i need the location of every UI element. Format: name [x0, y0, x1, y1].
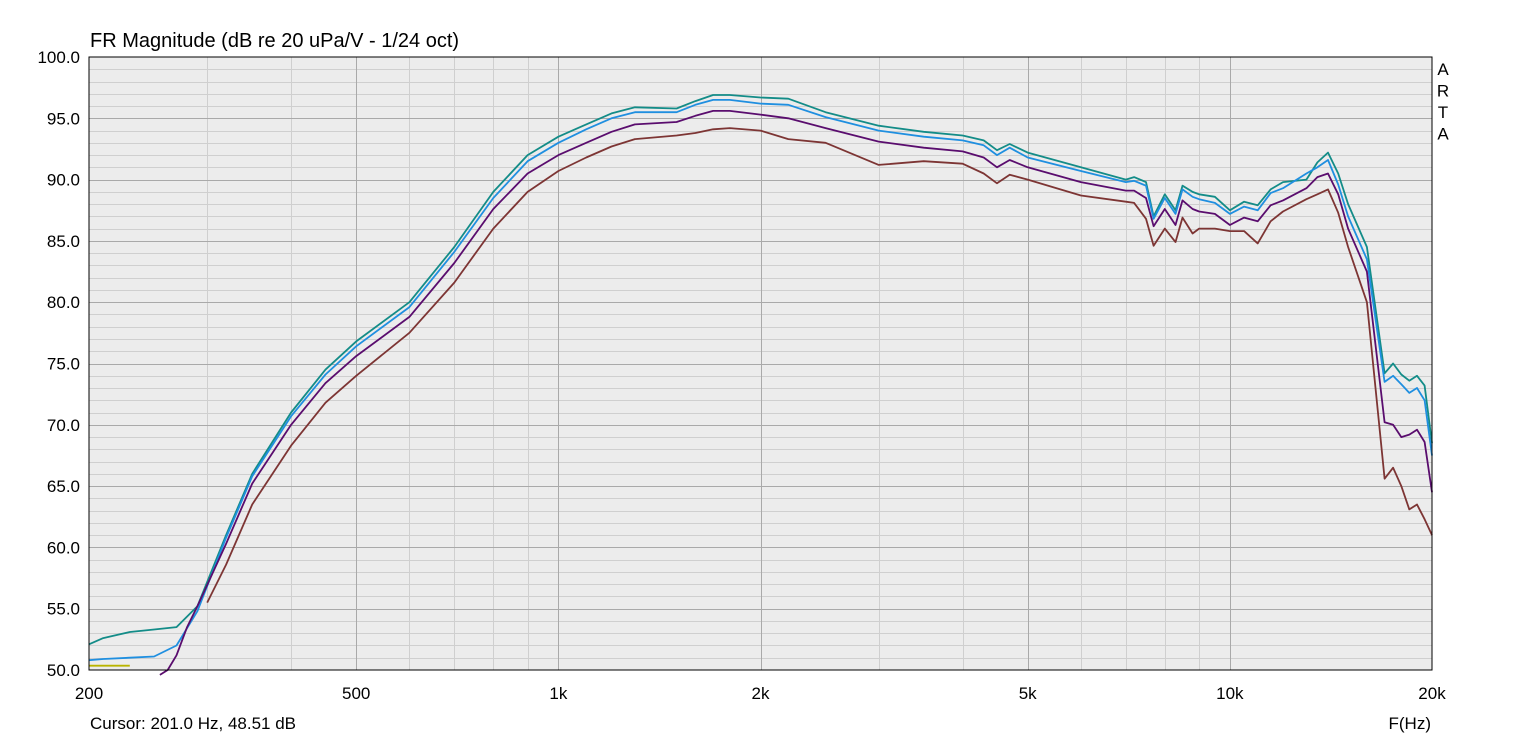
watermark-letter: R [1437, 82, 1449, 101]
y-axis-tick-labels: 50.0 55.0 60.0 65.0 70.0 75.0 80.0 85.0 90.0 95.0… [37, 48, 80, 680]
x-tick-label: 1k [549, 684, 567, 703]
plot-frame [88, 56, 1433, 671]
x-tick-label: 20k [1418, 684, 1446, 703]
minor-gridlines [89, 57, 1432, 670]
y-tick-label: 90.0 [47, 171, 80, 190]
y-tick-label: 100.0 [37, 48, 80, 67]
series-line-2 [88, 99, 1433, 662]
series-line-4 [206, 127, 1433, 604]
y-tick-label: 95.0 [47, 109, 80, 128]
x-tick-label: 200 [75, 684, 103, 703]
y-tick-label: 80.0 [47, 293, 80, 312]
y-tick-label: 65.0 [47, 477, 80, 496]
series-line-1 [88, 94, 1433, 646]
watermark-letter: T [1438, 103, 1448, 122]
x-axis-tick-labels: 200 500 1k 2k 5k 10k 20k [75, 684, 1446, 703]
major-gridlines [89, 57, 1432, 670]
x-tick-label: 5k [1019, 684, 1037, 703]
plot-area [89, 57, 1432, 670]
chart-title: FR Magnitude (dB re 20 uPa/V - 1/24 oct) [90, 30, 459, 52]
y-tick-label: 60.0 [47, 538, 80, 557]
x-axis-label: F(Hz) [1389, 714, 1431, 733]
y-tick-label: 50.0 [47, 661, 80, 680]
series-line-3 [159, 110, 1433, 676]
watermark-letter: A [1437, 60, 1449, 79]
x-tick-label: 10k [1216, 684, 1244, 703]
y-tick-label: 55.0 [47, 600, 80, 619]
x-tick-label: 2k [752, 684, 770, 703]
series-layer [88, 94, 1433, 676]
cursor-readout: Cursor: 201.0 Hz, 48.51 dB [90, 714, 296, 733]
watermark-letter: A [1437, 125, 1449, 144]
x-tick-label: 500 [342, 684, 370, 703]
y-tick-label: 70.0 [47, 416, 80, 435]
y-tick-label: 85.0 [47, 232, 80, 251]
y-tick-label: 75.0 [47, 355, 80, 374]
